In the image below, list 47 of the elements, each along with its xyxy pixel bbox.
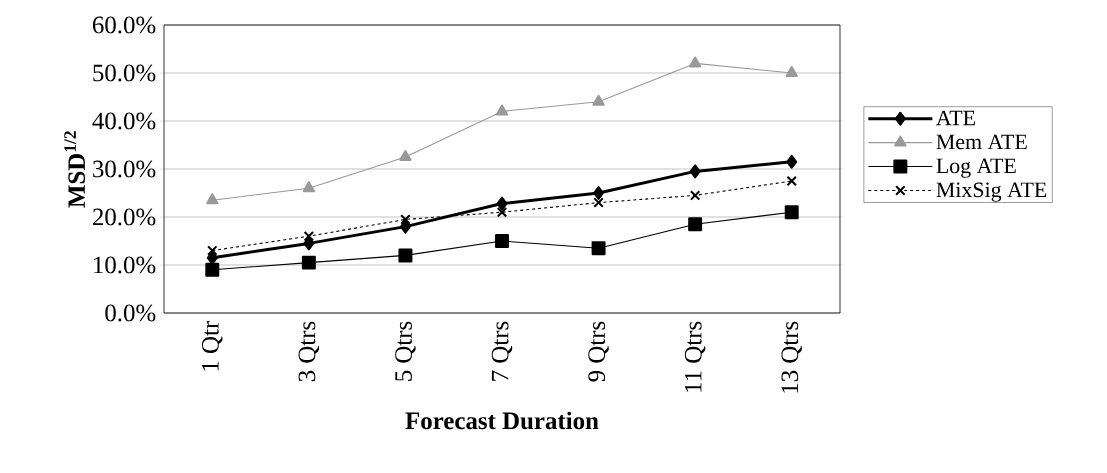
x-tick-label: 5 Qtrs <box>395 321 416 381</box>
point <box>593 197 604 208</box>
point <box>784 205 799 220</box>
x-tick-label: 3 Qtrs <box>298 321 320 382</box>
x-tick-label: 9 Qtrs <box>588 321 609 382</box>
point <box>496 206 508 218</box>
legend-label: ATE <box>936 110 975 126</box>
point <box>496 196 508 211</box>
point <box>593 186 605 200</box>
point <box>591 241 606 256</box>
x-tick-label: 1 Qtr <box>202 320 223 371</box>
y-tick-label: 0.0% <box>105 304 156 322</box>
point <box>689 190 701 201</box>
point <box>786 154 798 169</box>
point <box>399 150 412 161</box>
x-tick-label: 11 Qtrs <box>684 321 706 392</box>
legend-label: MixSig ATE <box>936 182 1047 202</box>
point <box>495 234 509 248</box>
y-tick-label: 50.0% <box>93 64 156 82</box>
point <box>301 255 316 270</box>
point <box>398 248 413 263</box>
point <box>303 236 315 251</box>
y-tick-label: 10.0% <box>94 256 156 274</box>
point <box>592 94 605 106</box>
y-tick-label: 60.0% <box>92 16 156 34</box>
point <box>688 56 702 68</box>
legend-label: Log ATE <box>936 158 1016 178</box>
point <box>688 217 703 232</box>
point <box>689 164 701 179</box>
y-tick-label: 30.0% <box>93 160 156 178</box>
x-tick-label: 7 Qtrs <box>491 321 513 381</box>
point <box>205 262 220 277</box>
y-axis-title: MSD$^{1/2}$ <box>64 131 86 208</box>
point <box>785 66 798 77</box>
legend-label: Mem ATE <box>936 134 1027 150</box>
x-tick-label: 13 Qtrs <box>781 321 802 393</box>
point <box>303 230 315 242</box>
point <box>400 214 411 225</box>
point <box>302 181 316 193</box>
point <box>786 175 797 187</box>
y-tick-label: 20.0% <box>92 208 156 226</box>
point <box>207 245 218 256</box>
point <box>495 104 509 116</box>
y-tick-label: 40.0% <box>92 112 156 130</box>
x-axis-title: Forecast Duration <box>405 411 599 430</box>
point <box>206 193 219 205</box>
point <box>399 219 411 234</box>
